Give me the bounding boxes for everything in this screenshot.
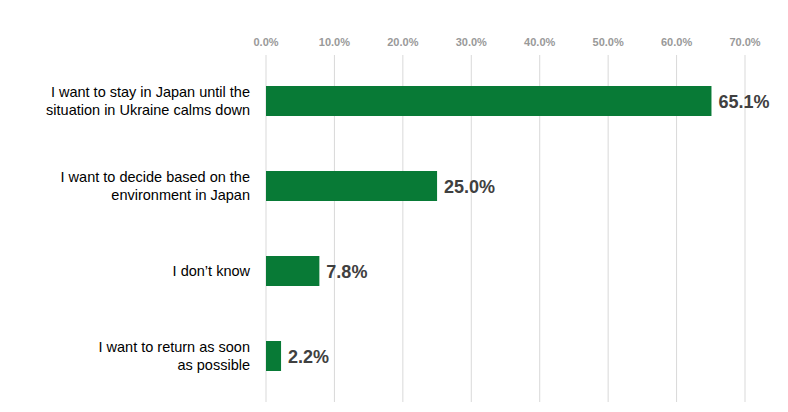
bar: [266, 86, 711, 116]
bar: [266, 256, 319, 286]
category-label: I want to return as soonas possible: [98, 339, 250, 373]
category-label: I want to decide based on theenvironment…: [61, 169, 250, 203]
bar: [266, 171, 437, 201]
tick-label: 40.0%: [524, 36, 555, 48]
data-label: 65.1%: [718, 92, 769, 112]
tick-label: 10.0%: [319, 36, 350, 48]
category-label: I want to stay in Japan until thesituati…: [46, 84, 250, 118]
tick-label: 0.0%: [253, 36, 278, 48]
tick-label: 50.0%: [593, 36, 624, 48]
bar: [266, 341, 281, 371]
bars: [266, 86, 711, 371]
category-label: I don’t know: [173, 263, 251, 279]
tick-label: 60.0%: [661, 36, 692, 48]
data-label: 7.8%: [326, 262, 367, 282]
chart-svg: 0.0% 10.0% 20.0% 30.0% 40.0% 50.0% 60.0% 70.0% 6…: [0, 0, 788, 412]
tick-label: 70.0%: [729, 36, 760, 48]
tick-label: 30.0%: [456, 36, 487, 48]
data-label: 2.2%: [288, 347, 329, 367]
chart-container: 0.0% 10.0% 20.0% 30.0% 40.0% 50.0% 60.0% 70.0% 6…: [0, 0, 788, 412]
tick-label: 20.0%: [387, 36, 418, 48]
data-label: 25.0%: [444, 177, 495, 197]
